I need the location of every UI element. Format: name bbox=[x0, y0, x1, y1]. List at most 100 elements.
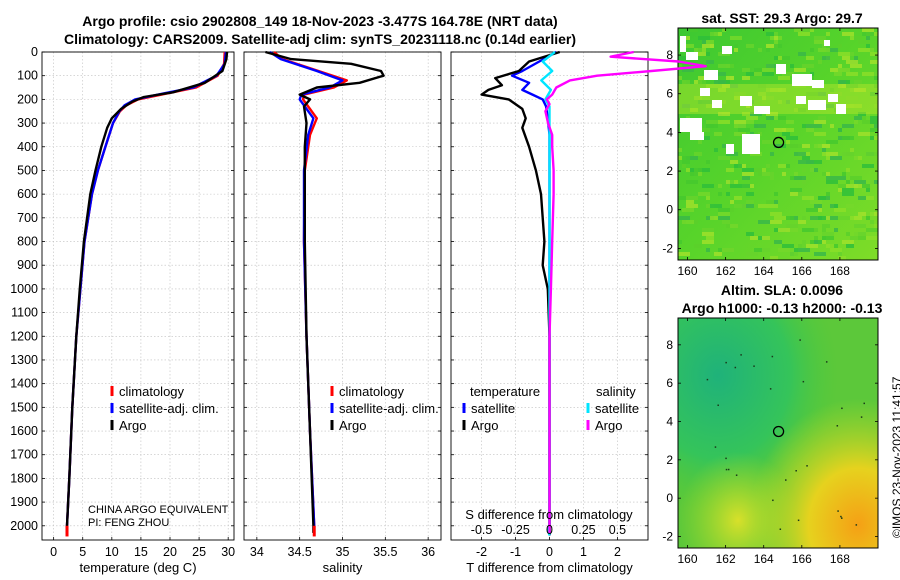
sst-pixel bbox=[874, 72, 878, 76]
y-tick-label: 1600 bbox=[10, 424, 38, 438]
sst-pixel bbox=[734, 196, 742, 200]
sst-pixel bbox=[706, 124, 714, 128]
map-y-tick-label: 6 bbox=[666, 376, 673, 390]
y-tick-label: 1700 bbox=[10, 448, 38, 462]
legend-label: satellite-adj. clim. bbox=[339, 401, 439, 416]
sst-pixel bbox=[842, 192, 854, 196]
sst-pixel bbox=[706, 196, 710, 200]
secondary-x-tick-label: 0.25 bbox=[571, 523, 595, 537]
sst-pixel bbox=[686, 180, 698, 184]
sla-speck bbox=[836, 425, 839, 427]
sst-pixel bbox=[746, 72, 754, 76]
sst-pixel bbox=[730, 184, 738, 188]
sst-pixel bbox=[682, 44, 694, 48]
sst-pixel bbox=[842, 188, 854, 192]
y-tick-label: 0 bbox=[31, 45, 38, 59]
sst-pixel bbox=[718, 184, 722, 188]
sla-map-title-line-2: Argo h1000: -0.13 h2000: -0.13 bbox=[681, 300, 883, 316]
sst-pixel bbox=[738, 128, 750, 132]
sst-pixel bbox=[774, 36, 778, 40]
sst-pixel bbox=[846, 244, 854, 248]
x-tick-label: 20 bbox=[163, 545, 177, 559]
sst-pixel bbox=[794, 68, 806, 72]
sst-pixel bbox=[742, 76, 750, 80]
sst-pixel bbox=[834, 208, 846, 212]
sst-pixel bbox=[790, 192, 798, 196]
sst-pixel bbox=[794, 248, 798, 252]
sst-pixel bbox=[850, 176, 862, 180]
sst-pixel bbox=[786, 100, 790, 104]
sst-pixel bbox=[854, 56, 858, 60]
sst-pixel bbox=[810, 216, 822, 220]
sst-pixel bbox=[826, 176, 834, 180]
sst-pixel bbox=[682, 160, 690, 164]
sst-pixel bbox=[870, 60, 878, 64]
sst-pixel bbox=[802, 228, 814, 232]
sst-pixel bbox=[678, 216, 690, 220]
sst-pixel bbox=[806, 244, 818, 248]
y-tick-label: 300 bbox=[17, 116, 38, 130]
y-tick-label: 1800 bbox=[10, 471, 38, 485]
y-tick-label: 800 bbox=[17, 235, 38, 249]
y-tick-label: 1100 bbox=[11, 306, 38, 320]
sst-pixel bbox=[694, 48, 702, 52]
y-tick-label: 1000 bbox=[10, 282, 38, 296]
sst-pixel bbox=[822, 236, 834, 240]
sst-pixel bbox=[818, 196, 826, 200]
sst-pixel bbox=[830, 156, 842, 160]
sst-pixel bbox=[858, 212, 866, 216]
sla-speck bbox=[734, 366, 737, 369]
sst-pixel bbox=[802, 64, 814, 68]
sst-pixel bbox=[782, 56, 790, 60]
sst-pixel bbox=[770, 152, 774, 156]
sla-profile-location-marker bbox=[772, 425, 785, 438]
sst-pixel bbox=[694, 152, 702, 156]
sst-pixel bbox=[726, 168, 734, 172]
sst-pixel bbox=[830, 68, 842, 72]
sst-pixel bbox=[870, 116, 878, 120]
sst-pixel bbox=[698, 168, 710, 172]
sst-pixel bbox=[830, 248, 842, 252]
sla-speck bbox=[735, 474, 738, 476]
sst-pixel bbox=[714, 132, 722, 136]
x-tick-label: 0 bbox=[50, 545, 57, 559]
sst-pixel bbox=[866, 216, 870, 220]
sla-map-axes: 160 162 164 166 168 -2 0 2 4 6 8 bbox=[662, 318, 878, 566]
sst-pixel bbox=[802, 124, 806, 128]
sst-map-axes: 160 162 164 166 168 -2 0 2 4 6 8 bbox=[662, 28, 878, 278]
sst-cloud-patch bbox=[796, 96, 806, 104]
sst-pixel bbox=[794, 172, 798, 176]
sst-pixel bbox=[718, 192, 722, 196]
sst-pixel bbox=[718, 64, 730, 68]
sst-pixel bbox=[786, 216, 794, 220]
sst-pixel bbox=[802, 168, 806, 172]
sst-pixel bbox=[738, 184, 750, 188]
sst-pixel bbox=[714, 84, 722, 88]
sst-pixel bbox=[754, 72, 766, 76]
sst-pixel bbox=[770, 176, 774, 180]
sst-pixel bbox=[766, 44, 778, 48]
sla-speck bbox=[779, 528, 782, 530]
sst-pixel bbox=[774, 56, 778, 60]
sst-pixel bbox=[678, 64, 682, 68]
y-tick-label: 900 bbox=[17, 258, 38, 272]
plot-area bbox=[42, 52, 234, 540]
sst-pixel bbox=[734, 132, 746, 136]
sst-pixel bbox=[726, 180, 730, 184]
sst-pixel bbox=[842, 152, 854, 156]
sst-pixel bbox=[754, 248, 762, 252]
sst-pixel bbox=[766, 64, 778, 68]
sst-pixel bbox=[850, 104, 862, 108]
sst-pixel bbox=[770, 88, 782, 92]
sst-pixel bbox=[758, 204, 766, 208]
map-y-tick-label: 0 bbox=[666, 203, 673, 217]
sst-pixel bbox=[690, 108, 698, 112]
sst-cloud-patch bbox=[690, 132, 704, 140]
sst-pixel bbox=[694, 220, 698, 224]
map-y-tick-label: 4 bbox=[666, 415, 673, 429]
sst-pixel bbox=[802, 156, 810, 160]
sst-pixel bbox=[826, 32, 830, 36]
sst-cloud-patch bbox=[700, 88, 710, 96]
sla-speck bbox=[860, 416, 863, 418]
sst-pixel bbox=[822, 224, 830, 228]
